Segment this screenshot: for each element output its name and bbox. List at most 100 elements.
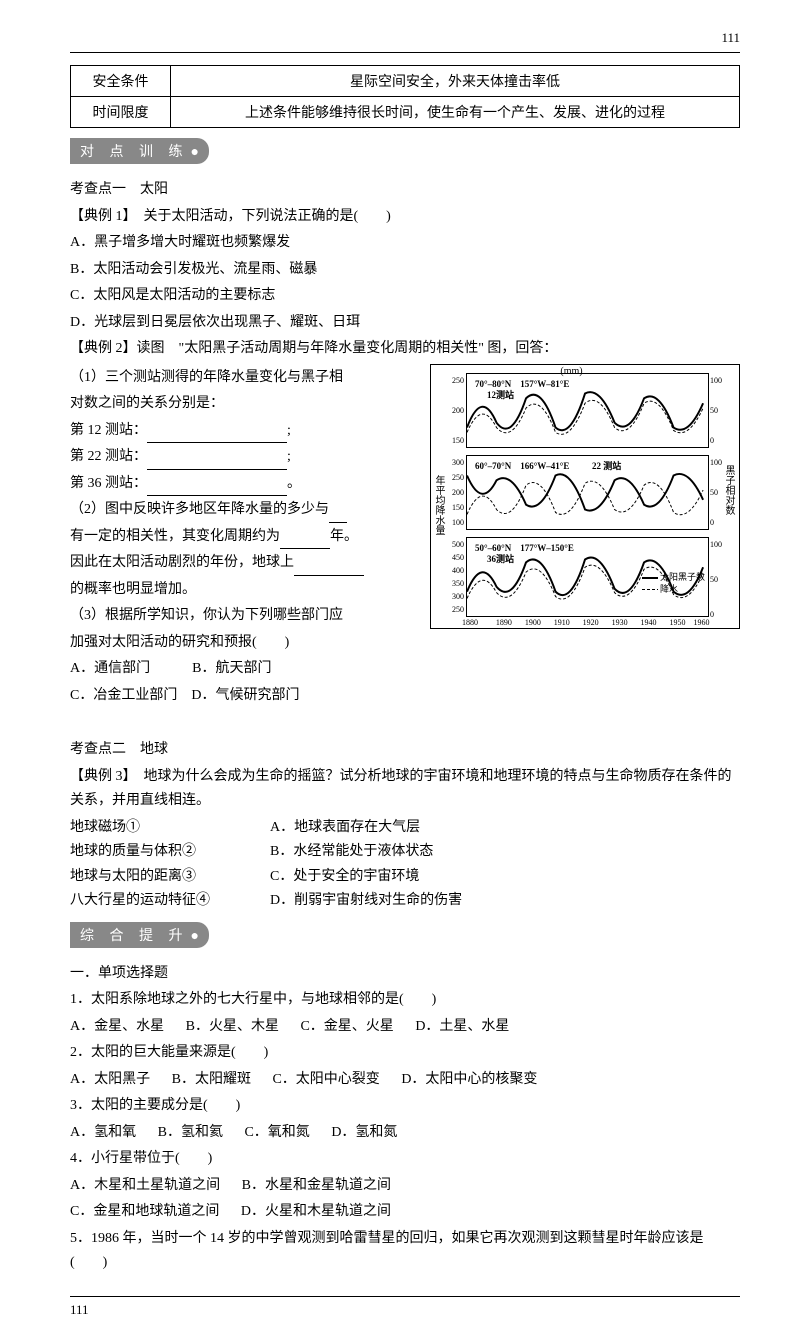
- section-badge-training: 对 点 训 练: [70, 138, 209, 164]
- opt: D．土星、水星: [415, 1019, 509, 1034]
- text: 因此在太阳活动剧烈的年份，地球上: [70, 555, 294, 570]
- ex2-s22: 第 22 测站：;: [70, 445, 420, 470]
- opt: B．火星、木星: [186, 1019, 279, 1034]
- q4-opts-b: C．金星和地球轨道之间 D．火星和木星轨道之间: [70, 1200, 740, 1225]
- q4-stem: 4．小行星带位于( ): [70, 1147, 740, 1172]
- q2-stem: 2．太阳的巨大能量来源是( ): [70, 1041, 740, 1066]
- table-cell-content: 星际空间安全，外来天体撞击率低: [171, 66, 740, 97]
- label: 第 12 测站：: [70, 423, 147, 438]
- ex2-q3: （3）根据所学知识，你认为下列哪些部门应: [70, 604, 420, 629]
- synthesis-block: 一．单项选择题 1．太阳系除地球之外的七大行星中，与地球相邻的是( ) A．金星…: [70, 962, 740, 1276]
- xtick: 1900: [525, 616, 541, 630]
- label: 第 22 测站：: [70, 449, 147, 464]
- blank: [294, 560, 364, 576]
- point2-title: 考查点二 地球: [70, 738, 740, 763]
- table-cell-content: 上述条件能够维持很长时间，使生命有一个产生、发展、进化的过程: [171, 97, 740, 128]
- opt: A．木星和土星轨道之间: [70, 1178, 220, 1193]
- legend-item: 太阳黑子数: [642, 572, 705, 584]
- table-cell-label: 安全条件: [71, 66, 171, 97]
- opt: C．太阳中心裂变: [272, 1072, 379, 1087]
- ytick: 250: [442, 374, 464, 388]
- text: （2）图中反映许多地区年降水量的多少与: [70, 502, 329, 517]
- legend-mark-solid: [642, 577, 658, 579]
- match-right: A．地球表面存在大气层: [270, 816, 740, 841]
- ytick-r: 0: [710, 608, 730, 622]
- ex2-stem: 【典例 2】读图 "太阳黑子活动周期与年降水量变化周期的相关性" 图，回答：: [70, 337, 740, 362]
- ex2-q2e: 的概率也明显增加。: [70, 578, 420, 603]
- q5-stem: 5．1986 年，当时一个 14 岁的中学曾观测到哈雷彗星的回归，如果它再次观测…: [70, 1227, 740, 1276]
- opt: D．火星和木星轨道之间: [241, 1204, 391, 1219]
- opt: A．太阳黑子: [70, 1072, 150, 1087]
- match-left: 地球磁场①: [70, 816, 270, 841]
- ex2-s36: 第 36 测站：。: [70, 472, 420, 497]
- table-cell-label: 时间限度: [71, 97, 171, 128]
- opt: D．氢和氮: [331, 1125, 397, 1140]
- ex2-s12: 第 12 测站：;: [70, 419, 420, 444]
- opt: B．水星和金星轨道之间: [242, 1178, 391, 1193]
- ytick: 300: [442, 456, 464, 470]
- ex2-layout: （1）三个测站测得的年降水量变化与黑子相 对数之间的关系分别是： 第 12 测站…: [70, 364, 740, 711]
- divider-top: [70, 52, 740, 53]
- ex1-stem: 【典例 1】 关于太阳活动，下列说法正确的是( ): [70, 205, 740, 230]
- ytick-r: 0: [710, 516, 730, 530]
- ex2-q1b: 对数之间的关系分别是：: [70, 392, 420, 417]
- page-number-bottom: 111: [70, 1302, 740, 1318]
- match-right: D．削弱宇宙射线对生命的伤害: [270, 889, 740, 914]
- wave-lines: [467, 456, 708, 529]
- exam-point-1: 考查点一 太阳 【典例 1】 关于太阳活动，下列说法正确的是( ) A．黑子增多…: [70, 178, 740, 710]
- q3-stem: 3．太阳的主要成分是( ): [70, 1094, 740, 1119]
- ytick: 100: [442, 516, 464, 530]
- text: 年。: [330, 529, 358, 544]
- ytick-r: 100: [710, 538, 730, 552]
- q1-opts: A．金星、水星 B．火星、木星 C．金星、火星 D．土星、水星: [70, 1015, 740, 1040]
- chart-panel-1: 70°–80°N 157°W–81°E 12测站 250 200 150 100…: [466, 373, 709, 448]
- ytick: 150: [442, 434, 464, 448]
- opt: C．金星、火星: [300, 1019, 393, 1034]
- xtick: 1930: [612, 616, 628, 630]
- ytick: 250: [442, 471, 464, 485]
- q1-stem: 1．太阳系除地球之外的七大行星中，与地球相邻的是( ): [70, 988, 740, 1013]
- point1-title: 考查点一 太阳: [70, 178, 740, 203]
- ytick: 200: [442, 404, 464, 418]
- ytick: 300: [442, 590, 464, 604]
- ytick: 200: [442, 486, 464, 500]
- ytick-r: 50: [710, 573, 730, 587]
- ex1-opt-a: A．黑子增多增大时耀斑也频繁爆发: [70, 231, 740, 256]
- ytick: 150: [442, 501, 464, 515]
- ytick: 350: [442, 577, 464, 591]
- opt: B．氢和氦: [158, 1125, 223, 1140]
- q4-opts-a: A．木星和土星轨道之间 B．水星和金星轨道之间: [70, 1174, 740, 1199]
- match-right: B．水经常能处于液体状态: [270, 840, 740, 865]
- opt: B．太阳耀斑: [172, 1072, 251, 1087]
- match-row: 八大行星的运动特征④D．削弱宇宙射线对生命的伤害: [70, 889, 740, 914]
- wave-lines: [467, 374, 708, 447]
- opt: A．通信部门: [70, 661, 150, 676]
- ex2-q1: （1）三个测站测得的年降水量变化与黑子相: [70, 366, 420, 391]
- table-row: 时间限度 上述条件能够维持很长时间，使生命有一个产生、发展、进化的过程: [71, 97, 740, 128]
- legend-text: 太阳黑子数: [660, 572, 705, 584]
- legend-item: 降水: [642, 584, 705, 596]
- xtick: 1940: [641, 616, 657, 630]
- xtick: 1950: [669, 616, 685, 630]
- ytick-r: 0: [710, 434, 730, 448]
- opt: D．气候研究部门: [191, 688, 299, 703]
- xtick: 1920: [583, 616, 599, 630]
- opt: A．氢和氧: [70, 1125, 136, 1140]
- q2-opts: A．太阳黑子 B．太阳耀斑 C．太阳中心裂变 D．太阳中心的核聚变: [70, 1068, 740, 1093]
- blank: [329, 507, 347, 523]
- ex1-opt-c: C．太阳风是太阳活动的主要标志: [70, 284, 740, 309]
- table-row: 安全条件 星际空间安全，外来天体撞击率低: [71, 66, 740, 97]
- ytick-r: 50: [710, 404, 730, 418]
- ytick: 250: [442, 603, 464, 617]
- text: 有一定的相关性，其变化周期约为: [70, 529, 280, 544]
- ex2-text: （1）三个测站测得的年降水量变化与黑子相 对数之间的关系分别是： 第 12 测站…: [70, 364, 420, 711]
- ex1-opt-d: D．光球层到日冕层依次出现黑子、耀斑、日珥: [70, 311, 740, 336]
- ex3-stem: 【典例 3】 地球为什么会成为生命的摇篮？试分析地球的宇宙环境和地理环境的特点与…: [70, 765, 740, 814]
- ex2-q3b: 加强对太阳活动的研究和预报( ): [70, 631, 420, 656]
- ytick: 500: [442, 538, 464, 552]
- ex2-q2: （2）图中反映许多地区年降水量的多少与: [70, 498, 420, 523]
- legend-text: 降水: [660, 584, 678, 596]
- match-row: 地球与太阳的距离③C．处于安全的宇宙环境: [70, 865, 740, 890]
- xtick: 1910: [554, 616, 570, 630]
- opt: C．氧和氮: [244, 1125, 309, 1140]
